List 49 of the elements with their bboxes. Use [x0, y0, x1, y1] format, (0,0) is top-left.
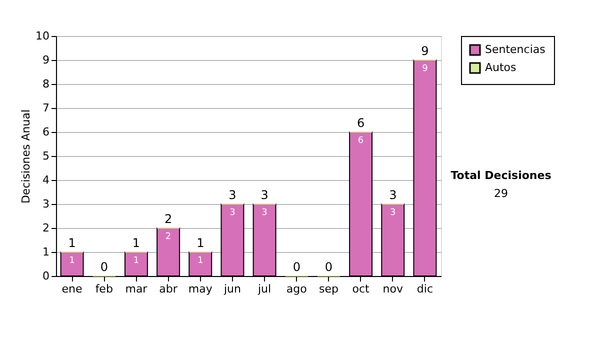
y-tick-label: 9 — [42, 54, 50, 66]
data-label: 2 — [165, 232, 172, 242]
data-label: 1 — [133, 256, 140, 266]
total-label: 1 — [196, 236, 204, 250]
total-label: 1 — [68, 236, 76, 250]
legend-label: Sentencias — [485, 43, 546, 56]
y-tick-label: 1 — [42, 246, 50, 258]
total-label: 0 — [292, 260, 300, 274]
total-label: 9 — [421, 44, 429, 58]
total-label: 2 — [164, 212, 172, 226]
text: 29 — [494, 187, 508, 200]
x-tick-label: mar — [125, 282, 148, 296]
y-tick-label: 5 — [42, 150, 50, 162]
y-tick-label: 8 — [42, 78, 50, 90]
x-tick-label: jul — [256, 282, 272, 296]
total-label: 1 — [132, 236, 140, 250]
x-tick-label: jun — [222, 282, 241, 296]
data-label: 1 — [69, 256, 75, 266]
x-tick-label: nov — [382, 282, 404, 296]
y-tick-label: 7 — [42, 102, 50, 114]
legend-label: Autos — [485, 61, 517, 74]
data-label: 1 — [198, 256, 204, 266]
data-label: 3 — [262, 208, 268, 218]
x-tick-label: oct — [352, 282, 370, 296]
data-label: 6 — [358, 136, 364, 146]
x-tick-label: abr — [159, 282, 178, 296]
x-tick-label: ago — [286, 282, 308, 296]
y-tick-label: 2 — [42, 222, 50, 234]
total-label: 3 — [228, 188, 236, 202]
total-label: 0 — [324, 260, 333, 274]
data-label: 9 — [422, 64, 428, 74]
total-label: 0 — [100, 260, 108, 274]
total-label: 3 — [389, 188, 397, 202]
y-tick-label: 10 — [36, 30, 50, 42]
y-tick-label: 6 — [42, 126, 50, 138]
x-tick-label: may — [188, 282, 213, 296]
x-tick-label: feb — [95, 282, 113, 296]
data-label: 3 — [390, 208, 396, 218]
y-tick-label: 4 — [42, 174, 50, 186]
y-tick-label: 0 — [42, 270, 50, 282]
x-tick-label: ene — [62, 282, 83, 296]
x-tick-label: dic — [416, 282, 434, 296]
x-tick-label: sep — [318, 282, 338, 296]
total-label: 6 — [356, 116, 365, 130]
y-tick-label: 3 — [42, 198, 50, 210]
data-label: 3 — [230, 208, 236, 218]
total-label: 3 — [260, 188, 268, 202]
y-axis-title: Decisiones Anual — [20, 109, 33, 204]
text: Total Decisiones — [450, 169, 552, 182]
